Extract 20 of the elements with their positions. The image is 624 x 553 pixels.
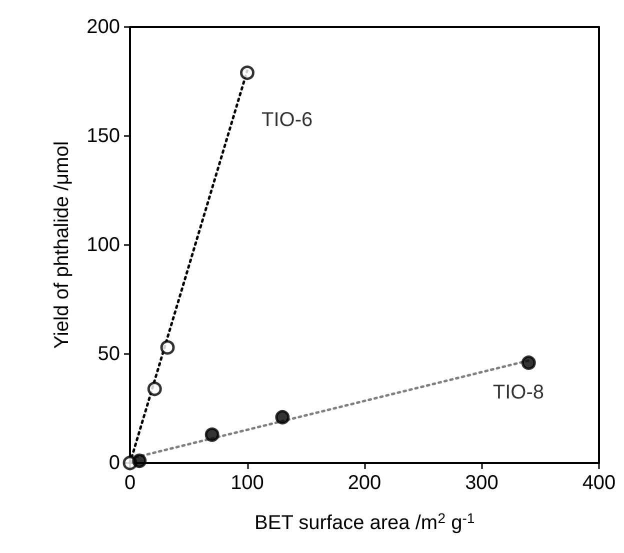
y-tick-label: 50 xyxy=(98,343,120,365)
point xyxy=(240,66,254,80)
y-tick-label: 100 xyxy=(86,234,120,256)
x-tick-label: 200 xyxy=(348,472,382,494)
y-tick-label: 0 xyxy=(108,452,120,474)
point xyxy=(132,454,147,468)
y-tick-label: 200 xyxy=(86,16,120,38)
y-tick-label: 150 xyxy=(86,125,120,147)
point xyxy=(521,355,536,370)
x-tick-label: 300 xyxy=(465,472,498,494)
x-tick-label: 400 xyxy=(582,472,616,494)
series-label: TIO-6 xyxy=(262,108,313,131)
x-tick-label: 100 xyxy=(230,472,264,494)
series-label: TIO-8 xyxy=(492,382,544,404)
point xyxy=(204,427,220,442)
point xyxy=(147,382,162,396)
point xyxy=(275,410,290,424)
point xyxy=(160,340,175,355)
y-axis-title: Yield of phthalide /μmol xyxy=(51,141,73,349)
x-tick-label: 0 xyxy=(124,472,136,494)
